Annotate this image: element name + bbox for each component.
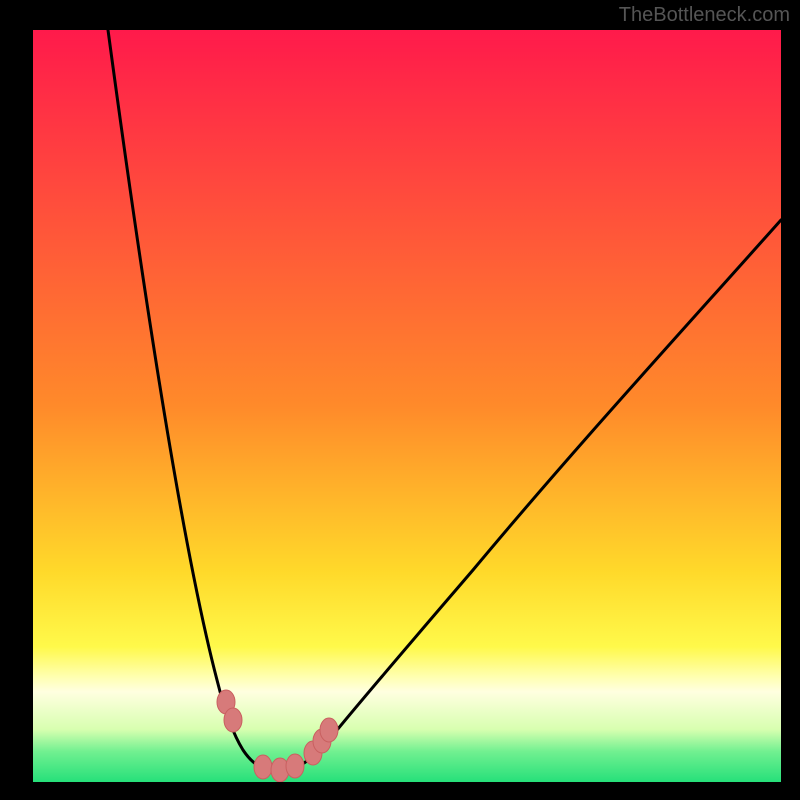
chart-plot-area <box>33 30 781 782</box>
chart-svg <box>33 30 781 782</box>
curve-left-branch <box>108 30 263 768</box>
watermark-text: TheBottleneck.com <box>619 4 790 27</box>
curve-marker <box>254 755 272 779</box>
curve-right-branch <box>297 220 781 767</box>
curve-marker <box>286 754 304 778</box>
curve-marker <box>320 718 338 742</box>
curve-marker <box>224 708 242 732</box>
